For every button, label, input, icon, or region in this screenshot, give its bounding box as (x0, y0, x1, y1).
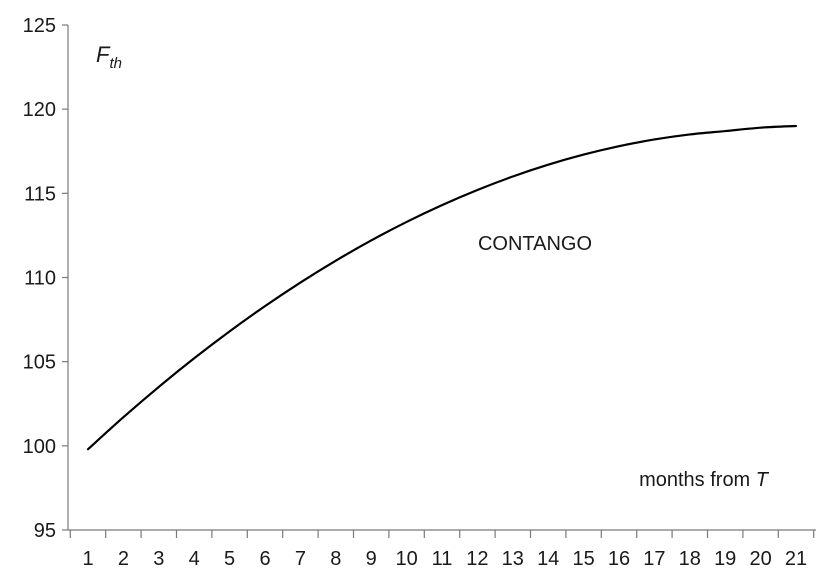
contango-curve (86, 124, 798, 451)
x-tick-label: 19 (714, 548, 736, 570)
x-tick-label: 10 (395, 548, 417, 570)
x-tick-label: 1 (82, 548, 93, 570)
x-tick-label: 17 (643, 548, 665, 570)
x-axis-label: months from T (639, 469, 770, 491)
y-ticks: 95 100 105 110 115 120 125 (23, 15, 68, 542)
x-tick-label: 14 (537, 548, 559, 570)
y-axis-label-sub: th (109, 55, 122, 72)
x-axis-label-prefix: months from (639, 469, 756, 491)
x-tick-label: 21 (785, 548, 807, 570)
y-tick-label: 95 (34, 520, 56, 542)
x-tick-label: 5 (224, 548, 235, 570)
x-tick-label: 13 (502, 548, 524, 570)
y-tick-label: 120 (23, 99, 56, 121)
x-tick-label: 4 (189, 548, 200, 570)
y-tick-label: 125 (23, 15, 56, 37)
x-tick-label: 16 (608, 548, 630, 570)
x-tick-label: 6 (259, 548, 270, 570)
x-tick-label: 3 (153, 548, 164, 570)
y-axis-label: Fth (96, 42, 122, 72)
x-tick-label: 8 (330, 548, 341, 570)
x-axis-label-var: T (756, 469, 770, 491)
x-tick-label: 2 (118, 548, 129, 570)
contango-annotation: CONTANGO (478, 233, 592, 255)
x-tick-label: 20 (749, 548, 771, 570)
y-tick-label: 115 (24, 183, 56, 205)
y-tick-label: 100 (23, 436, 56, 458)
x-ticks: 1 2 3 4 5 6 7 8 9 10 11 12 13 14 15 16 17 18 19 20 21 (69, 530, 815, 570)
x-tick-label: 15 (572, 548, 594, 570)
axes (67, 25, 816, 531)
y-tick-label: 105 (23, 352, 56, 374)
x-tick-label: 11 (432, 548, 453, 570)
y-axis-label-main: F (96, 42, 111, 67)
x-tick-label: 18 (679, 548, 701, 570)
x-tick-label: 12 (466, 548, 488, 570)
x-tick-label: 7 (295, 548, 306, 570)
y-tick-label: 110 (24, 268, 56, 290)
x-tick-label: 9 (366, 548, 377, 570)
